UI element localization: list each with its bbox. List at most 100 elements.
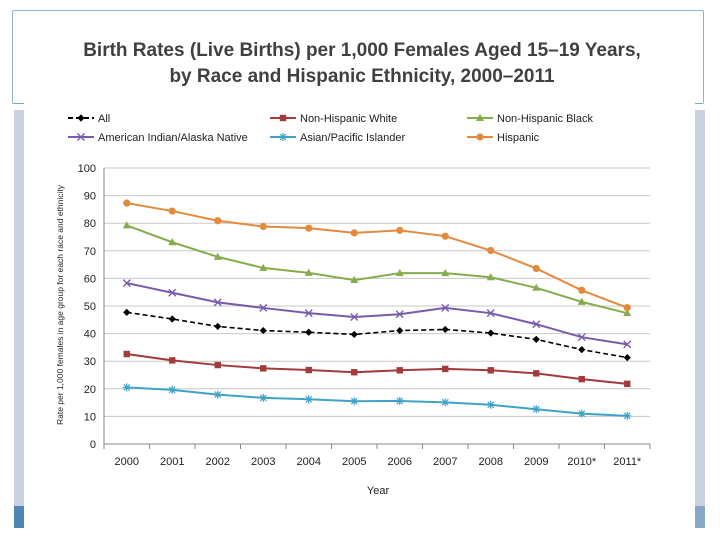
data-point-marker <box>168 385 177 394</box>
x-tick-label: 2010* <box>567 456 596 468</box>
data-point-marker <box>623 308 632 317</box>
y-tick-label: 60 <box>84 273 96 285</box>
y-tick-label: 0 <box>90 439 96 451</box>
data-point-marker <box>441 325 449 334</box>
y-tick-label: 90 <box>84 191 96 203</box>
data-point-marker <box>441 268 450 277</box>
y-axis-title: Rate per 1,000 females in age group for … <box>55 184 65 425</box>
data-point-marker <box>350 330 358 339</box>
data-point-marker <box>122 383 131 392</box>
data-point-marker <box>259 263 268 271</box>
data-point-marker <box>486 309 495 318</box>
y-tick-label: 80 <box>84 218 96 230</box>
data-point-marker <box>623 340 632 349</box>
legend-label: Non-Hispanic Black <box>497 113 593 125</box>
series-line <box>126 282 628 346</box>
slide-side-bar-right <box>695 110 705 528</box>
series-line <box>126 202 628 309</box>
data-point-marker <box>396 367 403 374</box>
x-axis-title: Year <box>367 485 390 497</box>
y-tick-label: 40 <box>84 329 96 341</box>
data-point-marker <box>350 397 359 406</box>
data-point-marker <box>623 411 632 420</box>
x-tick-label: 2007 <box>433 456 457 468</box>
data-point-marker <box>487 329 495 337</box>
data-point-marker <box>259 303 268 312</box>
chart-title: Birth Rates (Live Births) per 1,000 Fema… <box>83 40 641 61</box>
data-point-marker <box>260 365 267 372</box>
series-all <box>123 308 631 362</box>
x-tick-label: 2011* <box>613 456 642 468</box>
series-line <box>126 311 628 359</box>
data-point-marker <box>213 252 222 260</box>
x-tick-label: 2005 <box>342 456 366 468</box>
data-point-marker <box>396 326 404 335</box>
series-hispanic <box>123 199 631 312</box>
data-point-marker <box>350 229 358 237</box>
data-point-marker <box>623 354 631 362</box>
legend-label: Hispanic <box>497 132 540 144</box>
x-tick-label: 2001 <box>160 456 184 468</box>
data-point-marker <box>486 273 495 281</box>
data-point-marker <box>396 226 404 234</box>
data-point-marker <box>77 133 85 141</box>
data-point-marker <box>304 309 313 318</box>
data-point-marker <box>624 380 631 388</box>
data-point-marker <box>304 395 313 404</box>
legend-item: All <box>68 113 110 125</box>
y-tick-label: 10 <box>84 411 96 423</box>
data-point-marker <box>305 224 313 232</box>
legend-label: All <box>98 113 110 125</box>
legend-item: Asian/Pacific Islander <box>270 132 405 144</box>
data-point-marker <box>122 279 131 288</box>
data-point-marker <box>532 283 541 291</box>
x-tick-label: 2002 <box>206 456 230 468</box>
data-point-marker <box>304 268 313 276</box>
data-point-marker <box>305 328 313 336</box>
data-point-marker <box>123 199 131 207</box>
data-point-marker <box>577 333 586 342</box>
series-non-hispanic-white <box>123 350 631 388</box>
data-point-marker <box>351 369 358 376</box>
data-point-marker <box>259 393 268 402</box>
x-tick-label: 2004 <box>297 456 321 468</box>
chart-subtitle: by Race and Hispanic Ethnicity, 2000–201… <box>169 66 555 87</box>
data-point-marker <box>441 303 450 312</box>
data-point-marker <box>350 313 359 322</box>
data-point-marker <box>168 238 177 246</box>
data-point-marker <box>77 114 85 122</box>
y-tick-label: 20 <box>84 384 96 396</box>
data-point-marker <box>532 320 541 329</box>
legend-item: American Indian/Alaska Native <box>68 132 248 144</box>
data-point-marker <box>533 370 540 377</box>
data-point-marker <box>168 315 176 323</box>
series-non-hispanic-black <box>122 221 632 317</box>
data-point-marker <box>487 246 495 255</box>
y-tick-label: 50 <box>84 301 96 313</box>
data-point-marker <box>476 113 484 121</box>
grid-lines <box>103 167 651 449</box>
data-point-marker <box>214 322 222 331</box>
x-tick-label: 2009 <box>524 456 548 468</box>
data-point-marker <box>441 232 449 240</box>
data-point-marker <box>578 375 585 383</box>
data-point-marker <box>305 366 312 374</box>
data-point-marker <box>395 310 404 319</box>
legend-item: Hispanic <box>467 132 540 144</box>
x-tick-label: 2003 <box>251 456 275 468</box>
data-point-marker <box>395 268 404 277</box>
data-point-marker <box>279 133 287 141</box>
data-point-marker <box>441 398 450 407</box>
data-point-marker <box>476 133 484 141</box>
data-point-marker <box>213 298 222 307</box>
data-point-marker <box>123 308 131 316</box>
data-point-marker <box>259 326 267 335</box>
data-point-marker <box>213 390 222 399</box>
data-point-marker <box>532 335 540 343</box>
legend-label: American Indian/Alaska Native <box>98 132 248 144</box>
x-tick-label: 2000 <box>115 456 139 468</box>
legend-label: Asian/Pacific Islander <box>300 132 405 144</box>
legend-item: Non-Hispanic White <box>270 113 397 125</box>
legend-label: Non-Hispanic White <box>300 113 397 125</box>
